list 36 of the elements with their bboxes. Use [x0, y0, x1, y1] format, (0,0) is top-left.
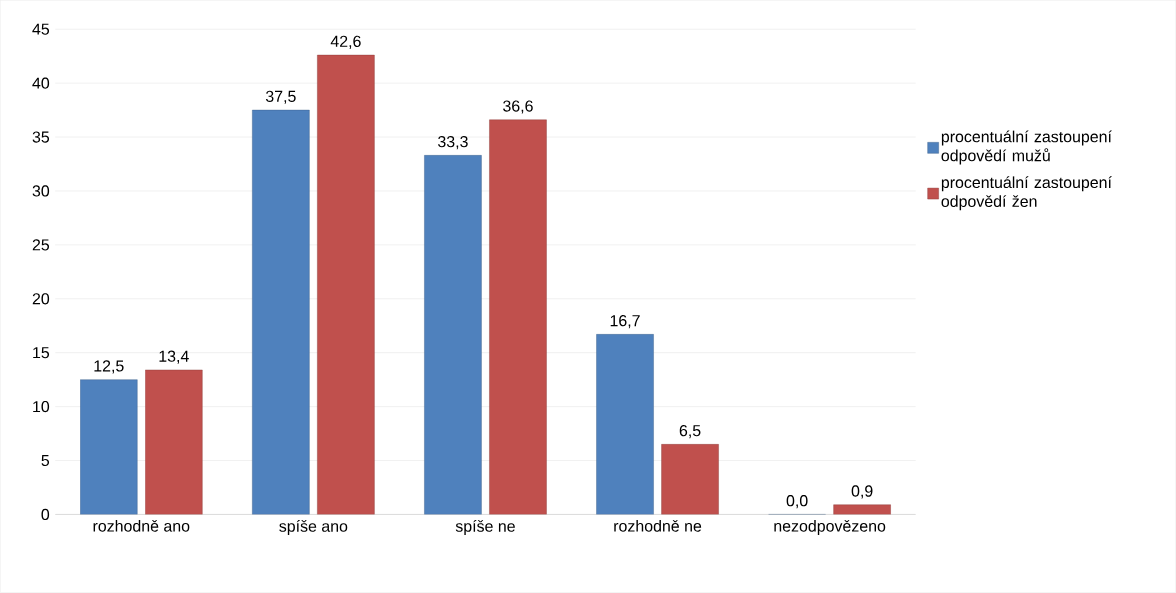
data-label: 0,0	[786, 495, 808, 509]
y-tick-label: 10	[33, 401, 50, 413]
bar	[80, 379, 138, 515]
legend-label: procentuální zastoupení odpovědí mužů	[941, 130, 1112, 165]
y-tick-label: 5	[41, 455, 50, 467]
y-tick-label: 15	[33, 347, 50, 359]
bar	[317, 55, 375, 515]
y-tick-label: 0	[41, 508, 50, 521]
data-label: 33,3	[438, 136, 468, 150]
bar	[596, 334, 654, 515]
y-tick-label: 45	[32, 23, 50, 35]
y-tick-label: 35	[32, 131, 50, 143]
data-label: 6,5	[679, 425, 701, 439]
data-label: 13,4	[159, 350, 189, 364]
bar	[252, 110, 310, 515]
data-label: 42,6	[330, 35, 361, 50]
y-tick-label: 30	[32, 185, 50, 197]
y-tick-label: 20	[32, 293, 50, 305]
x-tick-label: spíše ne	[455, 520, 515, 536]
bar	[661, 444, 719, 515]
legend-label: procentuální zastoupení odpovědí žen	[941, 176, 1112, 211]
data-label: 0,9	[851, 485, 873, 499]
y-tick-label: 25	[32, 239, 50, 251]
data-label: 37,5	[265, 90, 296, 105]
bar	[145, 369, 203, 515]
y-tick-label: 40	[32, 77, 50, 89]
x-tick-label: rozhodně ano	[93, 520, 190, 532]
x-tick-label: nezodpovězeno	[774, 520, 886, 536]
data-label: 16,7	[610, 315, 640, 329]
bar	[489, 119, 547, 515]
bar	[424, 155, 482, 515]
bar	[833, 504, 891, 515]
x-tick-label: spíše ano	[279, 520, 348, 536]
x-tick-label: rozhodně ne	[614, 520, 702, 532]
data-label: 12,5	[94, 360, 124, 374]
data-label: 36,6	[503, 100, 533, 114]
